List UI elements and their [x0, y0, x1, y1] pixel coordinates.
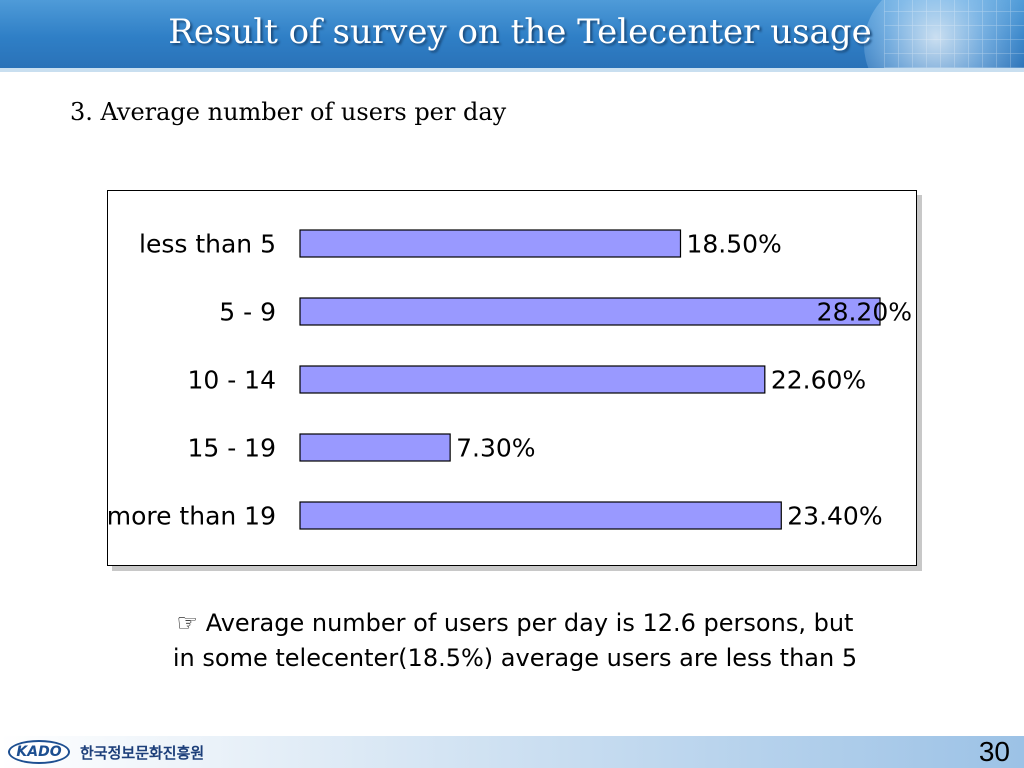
header-divider [0, 68, 1024, 72]
bar [299, 229, 682, 258]
slide-title: Result of survey on the Telecenter usage [168, 12, 872, 52]
kado-logo: KADO [8, 740, 70, 764]
value-label: 18.50% [686, 230, 781, 259]
value-label: 28.20% [817, 298, 912, 327]
page-number: 30 [978, 736, 1010, 767]
value-label: 23.40% [787, 502, 882, 531]
section-subtitle: 3. Average number of users per day [70, 98, 507, 126]
category-label: more than 19 [108, 502, 276, 531]
note-line-1: ☞ Average number of users per day is 12.… [176, 609, 854, 637]
category-label: 10 - 14 [187, 366, 276, 395]
chart-svg: less than 5 18.50% 5 - 9 28.20% 10 - 14 22.60… [108, 229, 912, 531]
globe-graphic [864, 0, 1024, 68]
note-line-2: in some telecenter(18.5%) average users … [172, 644, 858, 672]
category-label: 5 - 9 [219, 298, 276, 327]
bar [299, 365, 766, 394]
bar-chart: less than 5 18.50% 5 - 9 28.20% 10 - 14 22.60… [107, 190, 917, 566]
category-label: 15 - 19 [187, 434, 276, 463]
value-label: 22.60% [771, 366, 866, 395]
bar [299, 501, 782, 530]
bar [299, 433, 451, 462]
footer-bar: KADO 한국정보문화진흥원 30 [0, 736, 1024, 768]
organization-name: 한국정보문화진흥원 [80, 744, 205, 762]
header-bar: Result of survey on the Telecenter usage [0, 0, 1024, 68]
bar [299, 297, 881, 326]
category-label: less than 5 [139, 230, 276, 259]
grid-graphic [884, 0, 1024, 68]
value-label: 7.30% [456, 434, 535, 463]
summary-note: ☞ Average number of users per day is 12.… [140, 606, 890, 676]
